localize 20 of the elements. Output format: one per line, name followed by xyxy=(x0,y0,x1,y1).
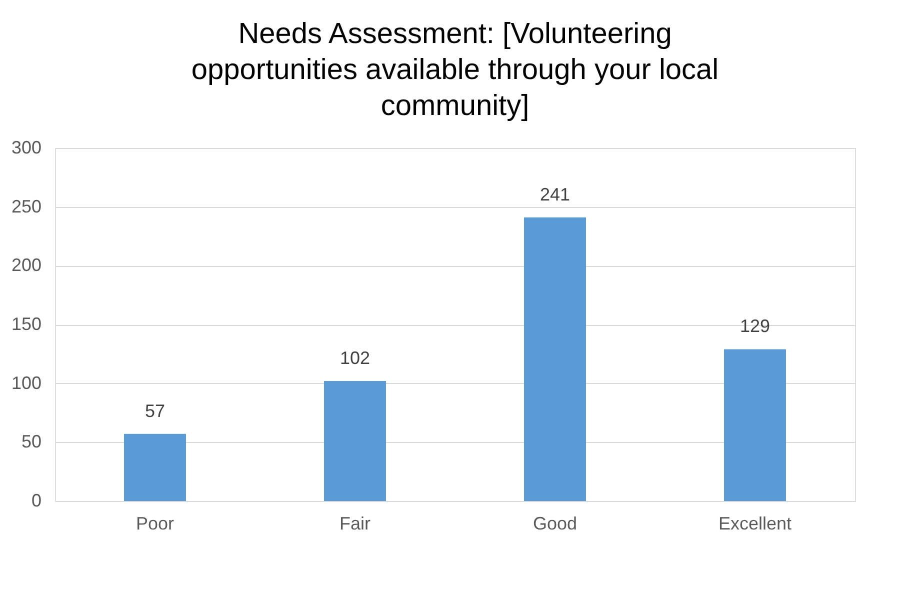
data-label: 241 xyxy=(540,184,570,204)
y-tick-label: 100 xyxy=(11,372,42,393)
bar xyxy=(324,380,386,501)
y-tick-label: 150 xyxy=(11,314,42,334)
y-tick-label: 50 xyxy=(21,432,42,452)
y-tick-label: 0 xyxy=(31,490,42,510)
y-tick-label: 250 xyxy=(11,196,42,216)
chart-title: Needs Assessment: [Volunteering opportunities available through your local community] xyxy=(191,18,719,122)
y-tick-label: 200 xyxy=(11,255,42,276)
x-tick-label: Good xyxy=(532,514,578,534)
x-tick-label: Excellent xyxy=(718,514,792,534)
bar xyxy=(124,434,186,501)
x-tick-label: Fair xyxy=(340,514,371,534)
data-label: 57 xyxy=(144,400,166,421)
y-tick-label: 300 xyxy=(11,138,42,158)
bar xyxy=(724,349,786,501)
bar xyxy=(524,217,586,501)
x-tick-label: Poor xyxy=(136,514,174,534)
data-label: 102 xyxy=(340,348,370,368)
data-label: 129 xyxy=(740,316,770,336)
